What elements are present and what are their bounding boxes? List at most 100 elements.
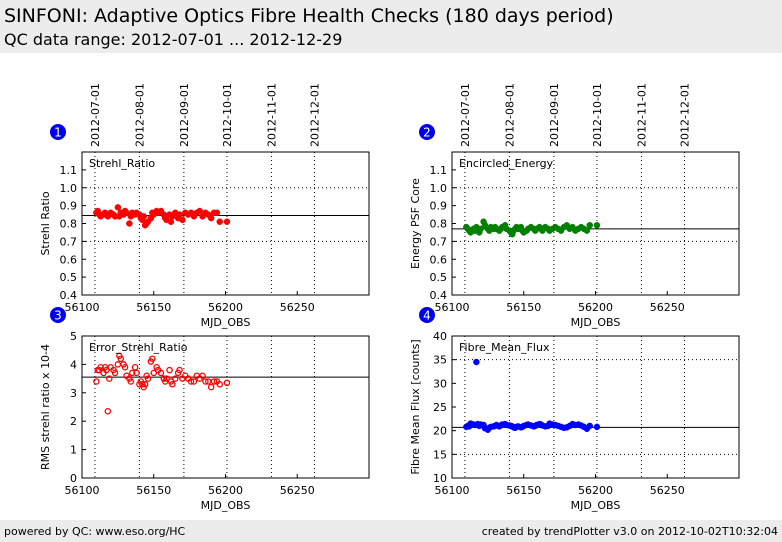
panel-label: Strehl_Ratio	[89, 157, 155, 170]
x-tick-label: 56200	[208, 301, 243, 314]
data-point	[133, 369, 140, 377]
data-point	[210, 378, 218, 385]
data-point	[583, 227, 591, 234]
data-point	[121, 363, 129, 371]
data-point	[128, 369, 136, 377]
data-point	[157, 369, 165, 377]
data-point	[131, 363, 139, 371]
data-point	[163, 375, 170, 382]
data-point	[176, 366, 183, 374]
x-tick-label: 56150	[506, 484, 541, 497]
x-tick-label: 56200	[578, 301, 613, 314]
data-point	[213, 209, 221, 217]
panel-label: Encircled_Energy	[459, 157, 554, 170]
x-tick-label: 56200	[578, 484, 613, 497]
data-point	[176, 211, 183, 218]
y-tick-label: 0.4	[430, 289, 448, 302]
plot-frame	[81, 151, 370, 296]
y-tick-label: 0.5	[60, 271, 78, 284]
data-point	[114, 361, 122, 368]
x-tick-label: 56100	[435, 301, 470, 314]
x-tick-label: 56100	[65, 301, 100, 314]
y-axis-label: Fibre Mean Flux [counts]	[409, 339, 422, 474]
y-tick-label: 0	[70, 472, 77, 485]
date-tick-label: 2012-08-01	[133, 83, 146, 147]
data-point	[473, 358, 480, 366]
x-tick-label: 56250	[280, 301, 315, 314]
panel-number-badge	[419, 124, 435, 140]
y-tick-label: 0.8	[430, 218, 448, 231]
x-tick-label: 56150	[136, 301, 171, 314]
panel-label: Fibre_Mean_Flux	[459, 341, 550, 354]
x-axis-label: MJD_OBS	[571, 316, 621, 329]
y-tick-label: 0.5	[430, 271, 448, 284]
panel-number: 1	[54, 126, 62, 140]
x-axis-label: MJD_OBS	[201, 316, 251, 329]
y-tick-label: 5	[70, 330, 77, 343]
data-point	[169, 381, 176, 388]
date-tick-label: 2012-07-01	[459, 83, 472, 147]
y-tick-label: 15	[433, 448, 447, 461]
x-axis-label: MJD_OBS	[571, 499, 621, 512]
data-point	[97, 363, 104, 371]
data-point	[223, 218, 231, 225]
footer: powered by QC: www.eso.org/HC created by…	[0, 520, 782, 542]
data-point	[117, 355, 124, 362]
y-axis-label: Energy PSF Core	[409, 178, 422, 269]
date-tick-label: 2012-09-01	[548, 83, 561, 147]
data-point	[149, 355, 156, 362]
data-point	[144, 375, 152, 382]
footer-created-by: created by trendPlotter v3.0 on 2012-10-…	[481, 525, 778, 538]
y-tick-label: 0.6	[60, 253, 78, 266]
y-tick-label: 1.1	[430, 164, 448, 177]
header: SINFONI: Adaptive Optics Fibre Health Ch…	[0, 0, 782, 53]
y-tick-label: 0.7	[430, 235, 448, 248]
data-point	[593, 222, 601, 229]
chart-panel-3: 3 56100 56150 56200 56250 0 1 2 3 4 5 MJD_OBS RMS st…	[39, 307, 370, 512]
data-point	[93, 378, 100, 385]
panel-label: Error_Strehl_Ratio	[89, 341, 188, 354]
chart-panel-2: 2 2012-07-01 2012-08-01 2012-09-01 2012-10-0…	[409, 83, 740, 329]
data-point	[207, 214, 215, 222]
data-point	[593, 423, 601, 431]
panel-number-badge	[419, 307, 435, 323]
data-point	[140, 213, 147, 220]
y-tick-label: 20	[433, 425, 447, 438]
data-point	[199, 372, 206, 380]
footer-powered-by: powered by QC: www.eso.org/HC	[4, 525, 186, 538]
x-tick-label: 56150	[506, 301, 541, 314]
y-tick-label: 25	[433, 401, 447, 414]
data-point	[223, 379, 231, 387]
x-tick-label: 56250	[650, 301, 685, 314]
y-tick-label: 1.0	[60, 182, 78, 195]
chart-panel-1: 1 2012-07-01 2012-08-01 2012-09-01 2012-10-0…	[39, 83, 370, 329]
y-tick-label: 3	[70, 387, 77, 400]
y-tick-label: 0.6	[430, 253, 448, 266]
x-axis-label: MJD_OBS	[201, 499, 251, 512]
date-tick-label: 2012-11-01	[635, 83, 648, 147]
panel-number-badge	[50, 307, 66, 323]
plot-frame	[451, 335, 740, 479]
panel-number: 2	[423, 126, 431, 140]
data-point	[167, 218, 175, 225]
data-point	[202, 378, 209, 385]
y-tick-label: 1.1	[60, 164, 78, 177]
page-subtitle: QC data range: 2012-07-01 ... 2012-12-29	[4, 30, 343, 49]
data-point	[104, 408, 112, 415]
data-point	[196, 207, 203, 215]
data-point	[166, 366, 173, 374]
x-tick-label: 56100	[65, 484, 100, 497]
date-tick-label: 2012-09-01	[178, 83, 191, 147]
data-point	[172, 375, 179, 382]
data-point	[126, 220, 133, 227]
data-point	[187, 378, 195, 385]
date-tick-label: 2012-08-01	[503, 83, 516, 147]
data-point	[190, 378, 198, 385]
x-tick-label: 56100	[435, 484, 470, 497]
y-tick-label: 0.4	[60, 289, 78, 302]
x-tick-label: 56250	[280, 484, 315, 497]
x-tick-label: 56150	[136, 484, 171, 497]
data-point	[586, 222, 594, 229]
y-tick-label: 30	[433, 377, 447, 390]
data-point	[127, 378, 135, 385]
